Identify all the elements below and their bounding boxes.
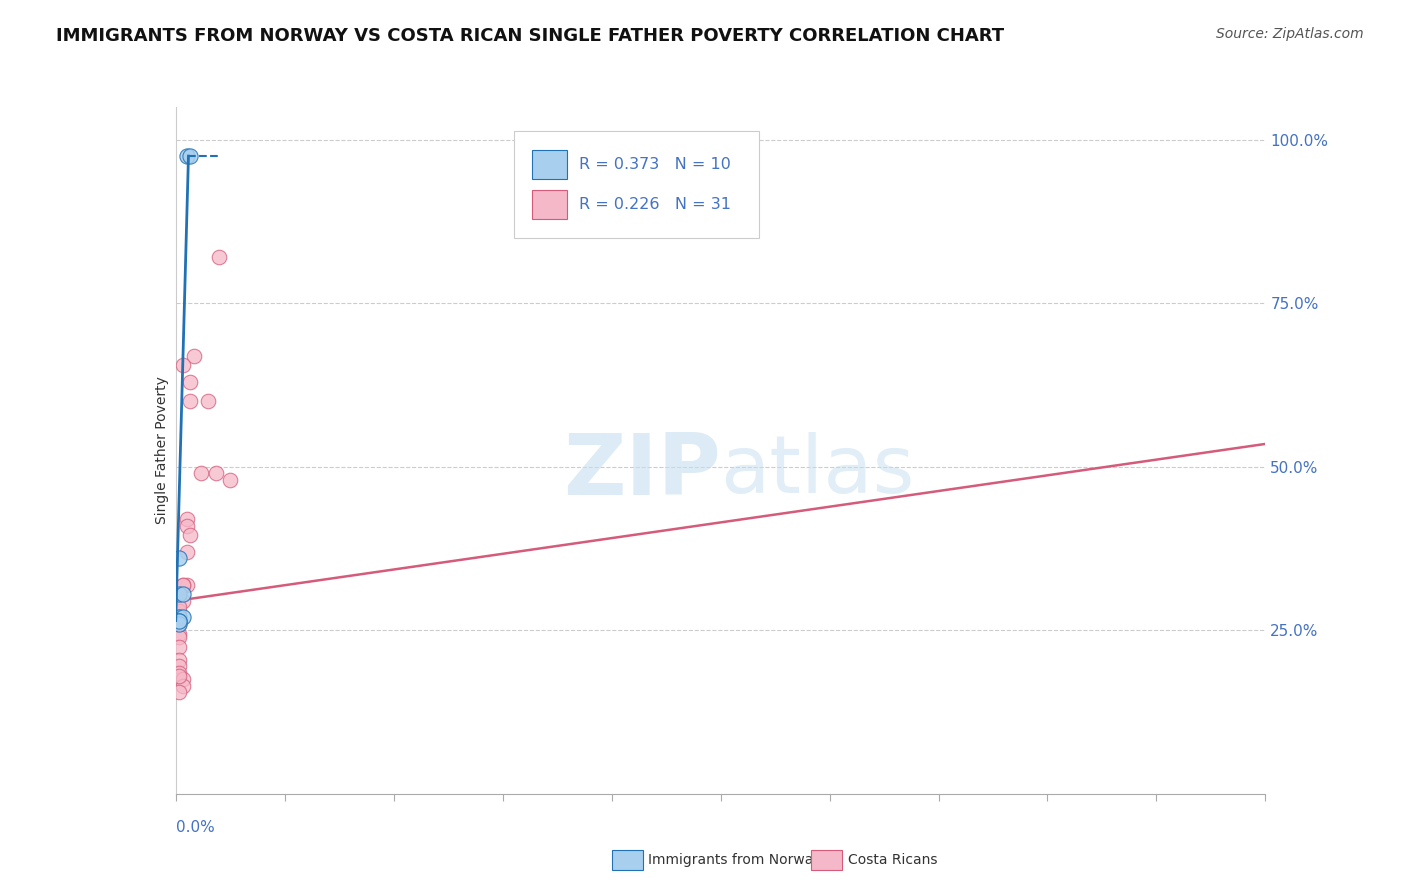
Point: [179, 375, 201, 389]
Point: [169, 669, 191, 683]
Point: [169, 604, 191, 618]
Text: Source: ZipAtlas.com: Source: ZipAtlas.com: [1216, 27, 1364, 41]
Point: [172, 679, 194, 693]
Point: [172, 577, 194, 591]
Point: [169, 653, 191, 667]
Point: [172, 673, 194, 687]
Point: [169, 685, 191, 699]
Point: [176, 149, 198, 163]
Point: [204, 467, 226, 481]
Point: [169, 640, 191, 654]
Bar: [531, 190, 567, 219]
Point: [169, 614, 191, 628]
Point: [172, 577, 194, 591]
Point: [176, 577, 198, 591]
Point: [197, 394, 219, 409]
Point: [169, 616, 191, 631]
Point: [169, 610, 191, 624]
Point: [169, 600, 191, 615]
Point: [176, 518, 198, 533]
Point: [169, 665, 191, 680]
Point: [169, 659, 191, 673]
Text: Costa Ricans: Costa Ricans: [848, 853, 938, 867]
Point: [219, 473, 242, 487]
Y-axis label: Single Father Poverty: Single Father Poverty: [155, 376, 169, 524]
Text: 0.0%: 0.0%: [176, 820, 215, 835]
Text: Immigrants from Norway: Immigrants from Norway: [648, 853, 821, 867]
Point: [169, 626, 191, 640]
Text: IMMIGRANTS FROM NORWAY VS COSTA RICAN SINGLE FATHER POVERTY CORRELATION CHART: IMMIGRANTS FROM NORWAY VS COSTA RICAN SI…: [56, 27, 1004, 45]
Point: [179, 394, 201, 409]
FancyBboxPatch shape: [513, 131, 759, 237]
Text: atlas: atlas: [721, 432, 915, 510]
Point: [172, 610, 194, 624]
Point: [179, 149, 201, 163]
Point: [169, 630, 191, 644]
Point: [169, 614, 191, 628]
Text: R = 0.226   N = 31: R = 0.226 N = 31: [579, 197, 731, 212]
Point: [190, 467, 212, 481]
Point: [179, 528, 201, 542]
Point: [176, 545, 198, 559]
Text: ZIP: ZIP: [562, 430, 721, 513]
Point: [169, 551, 191, 566]
Point: [208, 251, 231, 265]
Bar: [531, 151, 567, 179]
Point: [183, 349, 205, 363]
Point: [169, 616, 191, 631]
Text: R = 0.373   N = 10: R = 0.373 N = 10: [579, 157, 731, 172]
Point: [169, 610, 191, 624]
Point: [176, 512, 198, 526]
Point: [172, 587, 194, 601]
Point: [172, 359, 194, 373]
Point: [169, 587, 191, 601]
Point: [172, 594, 194, 608]
